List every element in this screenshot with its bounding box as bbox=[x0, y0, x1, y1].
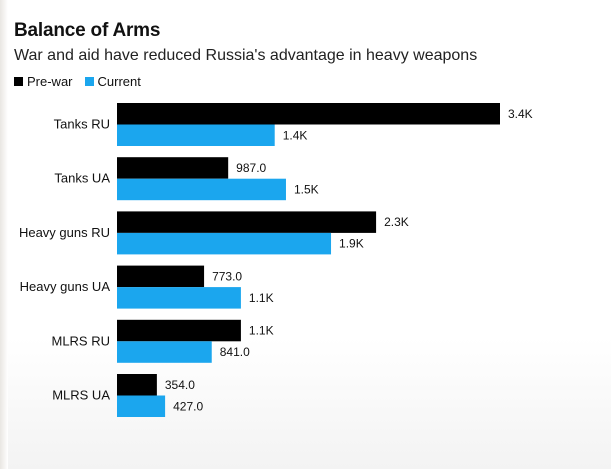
bar-pre-war-tanks-ru bbox=[117, 103, 500, 125]
value-label-pre-war-mlrs-ru: 1.1K bbox=[249, 324, 274, 338]
legend-item-current: Current bbox=[84, 74, 141, 89]
legend-label-prewar: Pre-war bbox=[27, 74, 73, 89]
legend-label-current: Current bbox=[97, 74, 141, 89]
category-label-tanks-ua: Tanks UA bbox=[54, 171, 110, 186]
category-label-heavy-guns-ua: Heavy guns UA bbox=[20, 279, 111, 294]
legend-swatch-prewar bbox=[14, 77, 23, 86]
value-label-pre-war-tanks-ru: 3.4K bbox=[508, 107, 533, 121]
chart-title: Balance of Arms bbox=[14, 20, 161, 41]
chart-subtitle: War and aid have reduced Russia's advant… bbox=[14, 47, 478, 64]
chart-legend: Pre-war Current bbox=[14, 74, 153, 89]
category-label-mlrs-ua: MLRS UA bbox=[52, 388, 110, 403]
value-label-current-mlrs-ua: 427.0 bbox=[173, 399, 203, 413]
value-label-current-heavy-guns-ua: 1.1K bbox=[249, 291, 274, 305]
bar-pre-war-heavy-guns-ua bbox=[117, 265, 205, 288]
value-label-current-heavy-guns-ru: 1.9K bbox=[339, 237, 364, 251]
value-label-pre-war-tanks-ua: 987.0 bbox=[236, 161, 266, 175]
value-label-pre-war-heavy-guns-ru: 2.3K bbox=[384, 215, 409, 229]
bar-current-mlrs-ua bbox=[117, 395, 166, 417]
bar-current-heavy-guns-ru bbox=[117, 232, 332, 255]
bar-pre-war-heavy-guns-ru bbox=[117, 211, 377, 233]
bar-current-tanks-ru bbox=[117, 124, 275, 146]
category-label-mlrs-ru: MLRS RU bbox=[51, 333, 110, 348]
bar-pre-war-tanks-ua bbox=[117, 157, 229, 179]
value-label-pre-war-heavy-guns-ua: 773.0 bbox=[212, 269, 242, 283]
bar-pre-war-mlrs-ua bbox=[117, 374, 157, 396]
value-label-pre-war-mlrs-ua: 354.0 bbox=[165, 378, 195, 392]
bar-current-tanks-ua bbox=[117, 178, 286, 201]
value-label-current-tanks-ru: 1.4K bbox=[283, 128, 308, 142]
left-edge bbox=[0, 0, 8, 469]
value-label-current-tanks-ua: 1.5K bbox=[294, 182, 319, 196]
category-label-tanks-ru: Tanks RU bbox=[54, 117, 110, 132]
legend-item-prewar: Pre-war bbox=[14, 74, 73, 89]
bar-current-heavy-guns-ua bbox=[117, 287, 241, 309]
bar-current-mlrs-ru bbox=[117, 341, 212, 363]
bar-pre-war-mlrs-ru bbox=[117, 319, 241, 342]
category-label-heavy-guns-ru: Heavy guns RU bbox=[19, 225, 110, 240]
legend-swatch-current bbox=[84, 77, 94, 86]
value-label-current-mlrs-ru: 841.0 bbox=[220, 345, 250, 359]
